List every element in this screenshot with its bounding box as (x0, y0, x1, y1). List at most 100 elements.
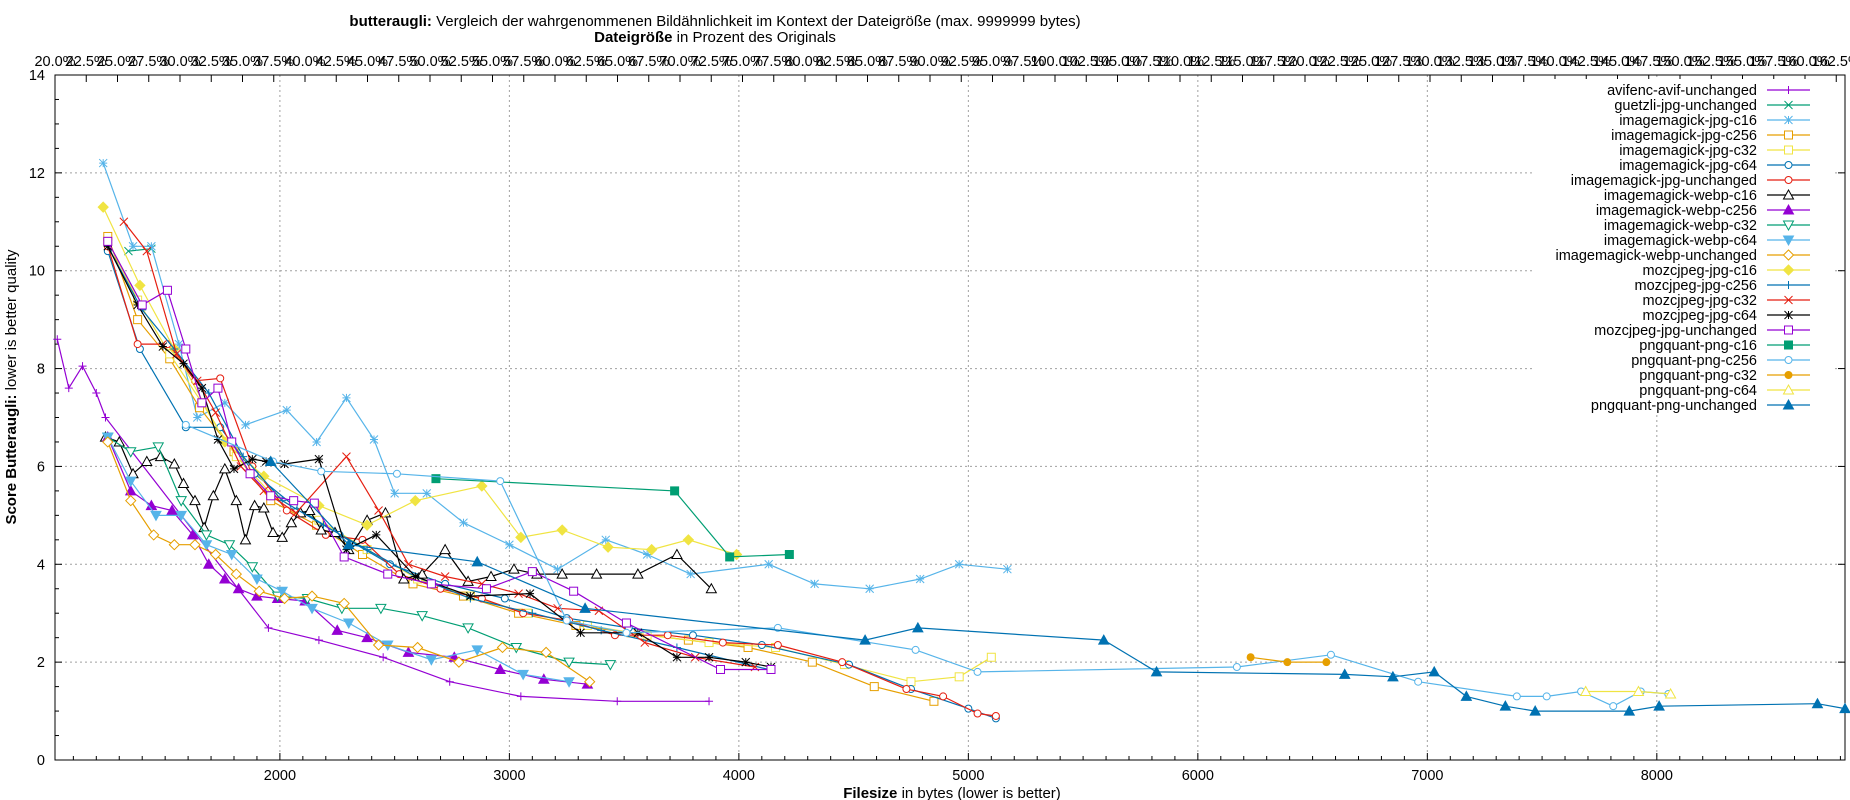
data-point (1246, 653, 1255, 662)
data-point (576, 628, 585, 638)
data-point (225, 550, 238, 561)
x-tick-label: 7000 (1411, 768, 1443, 784)
top-tick-label: 102.5% (1062, 54, 1111, 70)
data-point (911, 645, 920, 654)
data-point (101, 413, 110, 422)
data-point (289, 496, 299, 506)
legend-label: mozcjpeg-jpg-c32 (1643, 293, 1757, 309)
data-point (525, 589, 535, 598)
data-point (152, 442, 165, 453)
top-tick-label: 125.0% (1343, 54, 1392, 70)
top-tick-label: 135.0% (1468, 54, 1517, 70)
data-point (563, 677, 575, 688)
data-point (331, 624, 344, 635)
axis-ticks: 2000 3000 4000 5000 6000 7000 8000024681012142… (29, 54, 1850, 784)
data-point (128, 241, 138, 251)
data-point (516, 692, 525, 701)
data-point (426, 579, 436, 589)
top-tick-label: 107.5% (1124, 54, 1173, 70)
series-line (107, 436, 588, 685)
series-mozcjpeg-jpg-c16 (97, 201, 743, 561)
top-tick-label: 27.5% (128, 54, 169, 70)
legend-entry: mozcjpeg-jpg-c32 (1643, 293, 1810, 309)
data-point (372, 639, 385, 651)
data-point (986, 652, 996, 662)
legend-label: imagemagick-webp-c16 (1604, 188, 1757, 204)
data-point (230, 494, 243, 506)
series-mozcjpeg-jpg-unchanged (103, 236, 776, 674)
legend-entry: mozcjpeg-jpg-c256 (1634, 278, 1810, 294)
legend-label: imagemagick-jpg-c64 (1619, 158, 1757, 174)
data-point (1338, 668, 1351, 679)
data-point (361, 631, 373, 643)
data-point (166, 504, 178, 515)
data-point (291, 508, 301, 518)
data-point (258, 470, 270, 482)
data-point (810, 579, 819, 589)
x-tick-label: 6000 (1182, 768, 1214, 784)
data-point (1460, 690, 1473, 701)
data-point (1609, 702, 1618, 711)
data-point (906, 677, 916, 687)
data-point (140, 455, 153, 467)
top-tick-label: 142.5% (1562, 54, 1611, 70)
data-point (670, 486, 680, 496)
top-tick-label: 22.5% (66, 54, 107, 70)
top-tick-label: 162.5% (1812, 54, 1850, 70)
data-point (379, 653, 388, 662)
legend-label: mozcjpeg-jpg-c16 (1643, 263, 1757, 279)
data-point (602, 541, 614, 553)
data-point (416, 568, 429, 579)
x-tick-label: 3000 (493, 768, 525, 784)
series-line (107, 246, 769, 671)
legend-label: imagemagick-jpg-c32 (1619, 143, 1757, 159)
data-point (422, 488, 432, 498)
data-point (515, 531, 527, 544)
data-point (113, 435, 126, 447)
legend-label: imagemagick-webp-c256 (1596, 203, 1757, 219)
data-point (213, 435, 223, 444)
data-point (175, 510, 188, 522)
data-point (211, 408, 220, 417)
data-point (991, 711, 1000, 720)
top-tick-label: 145.0% (1593, 54, 1642, 70)
data-point (556, 524, 568, 536)
data-series (53, 158, 1850, 723)
data-point (705, 582, 718, 594)
data-point (134, 279, 146, 292)
y-tick-label: 10 (29, 264, 45, 280)
legend-label: pngquant-png-c256 (1631, 353, 1757, 369)
data-point (1512, 692, 1521, 701)
data-point (241, 420, 250, 430)
data-point (563, 657, 575, 669)
data-point (622, 628, 631, 637)
data-point (1232, 663, 1241, 672)
top-tick-label: 105.0% (1093, 54, 1142, 70)
data-point (601, 535, 611, 545)
legend-label: imagemagick-jpg-unchanged (1571, 173, 1757, 189)
top-tick-label: 37.5% (253, 54, 294, 70)
data-point (553, 564, 562, 574)
data-point (954, 559, 964, 569)
data-point (342, 393, 351, 403)
data-point (282, 405, 292, 415)
data-point (604, 660, 617, 671)
data-point (220, 398, 230, 408)
data-point (216, 374, 225, 383)
top-tick-label: 65.0% (597, 54, 638, 70)
data-point (248, 454, 257, 464)
data-point (411, 641, 424, 654)
data-point (306, 590, 318, 602)
x-tick-label: 8000 (1641, 768, 1673, 784)
data-point (200, 530, 213, 541)
data-point (663, 631, 672, 640)
data-point (718, 638, 727, 647)
top-tick-label: 67.5% (628, 54, 669, 70)
y-tick-label: 12 (29, 166, 45, 182)
data-point (189, 494, 201, 506)
x-tick-label: 2000 (264, 768, 296, 784)
data-point (168, 457, 181, 469)
series-line (107, 241, 771, 671)
data-point (1428, 665, 1441, 677)
data-point (784, 550, 794, 559)
